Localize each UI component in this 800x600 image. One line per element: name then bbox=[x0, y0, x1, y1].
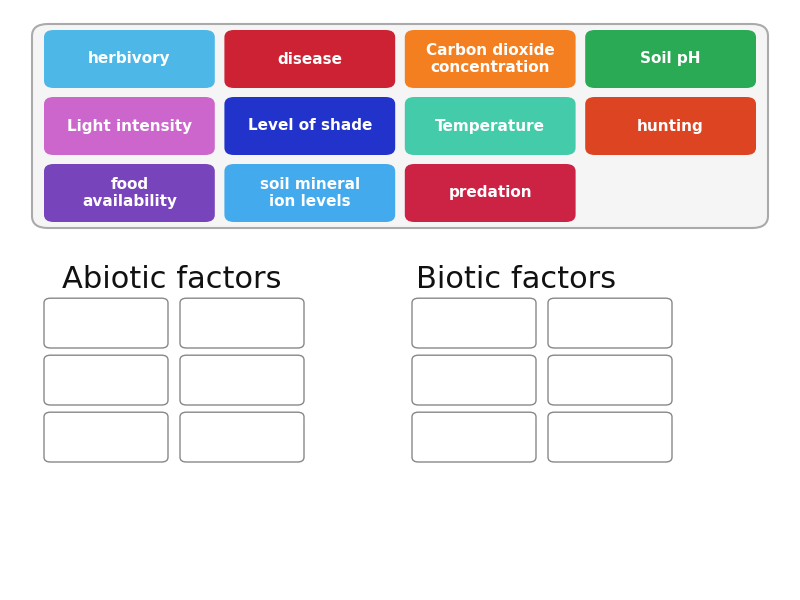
FancyBboxPatch shape bbox=[44, 30, 214, 88]
Text: Biotic factors: Biotic factors bbox=[416, 265, 616, 293]
Text: food
availability: food availability bbox=[82, 177, 177, 209]
FancyBboxPatch shape bbox=[412, 355, 536, 405]
FancyBboxPatch shape bbox=[586, 30, 756, 88]
FancyBboxPatch shape bbox=[224, 30, 395, 88]
FancyBboxPatch shape bbox=[44, 355, 168, 405]
Text: Abiotic factors: Abiotic factors bbox=[62, 265, 282, 293]
FancyBboxPatch shape bbox=[44, 412, 168, 462]
Text: herbivory: herbivory bbox=[88, 52, 170, 67]
FancyBboxPatch shape bbox=[548, 412, 672, 462]
Text: disease: disease bbox=[278, 52, 342, 67]
Text: hunting: hunting bbox=[638, 118, 704, 133]
Text: predation: predation bbox=[448, 185, 532, 200]
FancyBboxPatch shape bbox=[586, 97, 756, 155]
FancyBboxPatch shape bbox=[180, 412, 304, 462]
FancyBboxPatch shape bbox=[32, 24, 768, 228]
FancyBboxPatch shape bbox=[224, 164, 395, 222]
FancyBboxPatch shape bbox=[412, 412, 536, 462]
Text: Soil pH: Soil pH bbox=[640, 52, 701, 67]
Text: Temperature: Temperature bbox=[435, 118, 546, 133]
FancyBboxPatch shape bbox=[412, 298, 536, 348]
FancyBboxPatch shape bbox=[405, 164, 576, 222]
FancyBboxPatch shape bbox=[180, 298, 304, 348]
Text: soil mineral
ion levels: soil mineral ion levels bbox=[260, 177, 360, 209]
FancyBboxPatch shape bbox=[44, 164, 214, 222]
FancyBboxPatch shape bbox=[224, 97, 395, 155]
Text: Carbon dioxide
concentration: Carbon dioxide concentration bbox=[426, 43, 554, 75]
Text: Light intensity: Light intensity bbox=[67, 118, 192, 133]
FancyBboxPatch shape bbox=[548, 355, 672, 405]
FancyBboxPatch shape bbox=[405, 30, 576, 88]
FancyBboxPatch shape bbox=[548, 298, 672, 348]
FancyBboxPatch shape bbox=[44, 298, 168, 348]
FancyBboxPatch shape bbox=[405, 97, 576, 155]
FancyBboxPatch shape bbox=[180, 355, 304, 405]
Text: Level of shade: Level of shade bbox=[248, 118, 372, 133]
FancyBboxPatch shape bbox=[44, 97, 214, 155]
